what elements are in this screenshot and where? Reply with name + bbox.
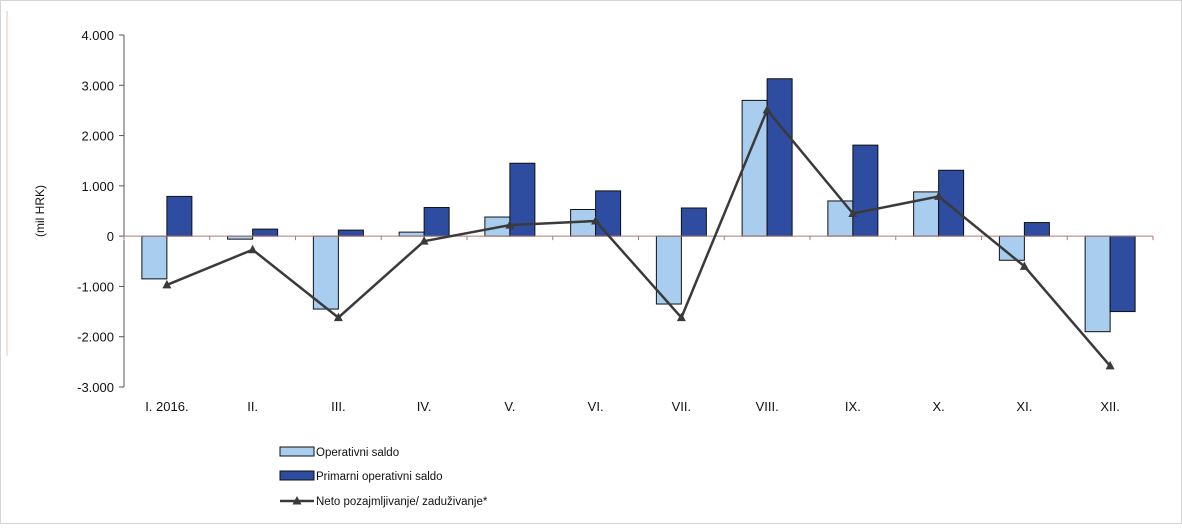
operativni-saldo-bar (141, 235, 168, 280)
y-axis-ticks: 4.000 3.000 2.000 1.000 0 -1.000 -2.000 -3.000 (77, 28, 124, 395)
x-tick-label: IX. (845, 399, 861, 414)
operativni-saldo-bar (312, 235, 339, 310)
legend-swatch (279, 446, 315, 457)
neto-pozajmljivanje-point (1019, 261, 1029, 270)
y-tick-label: 3.000 (81, 78, 114, 93)
line-layer (162, 104, 1115, 370)
neto-pozajmljivanje-point (676, 312, 686, 322)
y-tick-label: -1.000 (77, 279, 114, 294)
operativni-saldo-bar (827, 200, 854, 237)
neto-pozajmljivanje-point (162, 279, 172, 289)
x-axis-labels: I. 2016. II. III. IV. V. VI. VII. VIII. IX. X. XI.… (145, 399, 1120, 414)
neto-pozajmljivanje-point (934, 191, 944, 200)
primarni-operativni-saldo-bar (852, 144, 879, 237)
neto-pozajmljivanje-point (762, 104, 772, 114)
x-tick-label: V. (504, 399, 515, 414)
neto-pozajmljivanje-point (848, 208, 858, 218)
x-tick-label: I. 2016. (145, 399, 188, 414)
bars-layer (141, 78, 1136, 333)
x-tick-label: VI. (588, 399, 604, 414)
primarni-operativni-saldo-bar (595, 190, 622, 237)
legend-label: Primarni operativni saldo (316, 471, 443, 483)
x-tick-label: XII. (1100, 399, 1120, 414)
legend-operativni-saldo: Operativni saldo (279, 446, 399, 459)
y-tick-label: 2.000 (81, 129, 114, 144)
y-axis-label: (mil HRK) (33, 185, 47, 237)
legend-label: Operativni saldo (316, 447, 399, 459)
neto-pozajmljivanje-point (1105, 360, 1115, 370)
neto-pozajmljivanje-point (419, 236, 429, 245)
axes-layer (123, 35, 1154, 387)
primarni-operativni-saldo-bar (1023, 222, 1050, 237)
primarni-operativni-saldo-bar (166, 195, 193, 237)
x-tick-label: XI. (1016, 399, 1032, 414)
x-tick-label: IV. (417, 399, 432, 414)
primarni-operativni-saldo-bar (423, 206, 450, 237)
x-tick-label: VII. (672, 399, 692, 414)
y-tick-label: -2.000 (77, 330, 114, 345)
legend-marker (292, 496, 302, 505)
y-tick-label: 0 (107, 229, 114, 244)
x-tick-label: II. (247, 399, 258, 414)
legend-neto-pozajmljivanje: Neto pozajmljivanje/ zaduživanje* (280, 496, 488, 508)
primarni-operativni-saldo-bar (766, 78, 793, 237)
neto-pozajmljivanje-point (505, 220, 515, 229)
y-tick-label: -3.000 (77, 380, 114, 395)
neto-pozajmljivanje-point (591, 216, 601, 225)
primarni-operativni-saldo-bar (252, 228, 279, 237)
x-tick-label: VIII. (756, 399, 779, 414)
neto-pozajmljivanje-point (333, 312, 343, 322)
y-tick-label: 1.000 (81, 179, 114, 194)
primarni-operativni-saldo-bar (680, 207, 707, 237)
legend-swatch (279, 470, 315, 481)
legend-label: Neto pozajmljivanje/ zaduživanje* (316, 496, 488, 508)
neto-pozajmljivanje-line (166, 108, 1112, 367)
neto-pozajmljivanje-point (248, 244, 258, 254)
primarni-operativni-saldo-bar (1109, 235, 1136, 313)
primarni-operativni-saldo-bar (337, 229, 364, 237)
x-tick-label: III. (331, 399, 345, 414)
primarni-operativni-saldo-bar (938, 169, 965, 237)
legend: Operativni saldo Primarni operativni sald… (279, 446, 488, 508)
operativni-saldo-bar (398, 231, 425, 237)
y-tick-label: 4.000 (81, 28, 114, 43)
operativni-saldo-bar (1084, 235, 1111, 333)
x-tick-label: X. (932, 399, 944, 414)
legend-primarni-operativni-saldo: Primarni operativni saldo (279, 470, 443, 483)
